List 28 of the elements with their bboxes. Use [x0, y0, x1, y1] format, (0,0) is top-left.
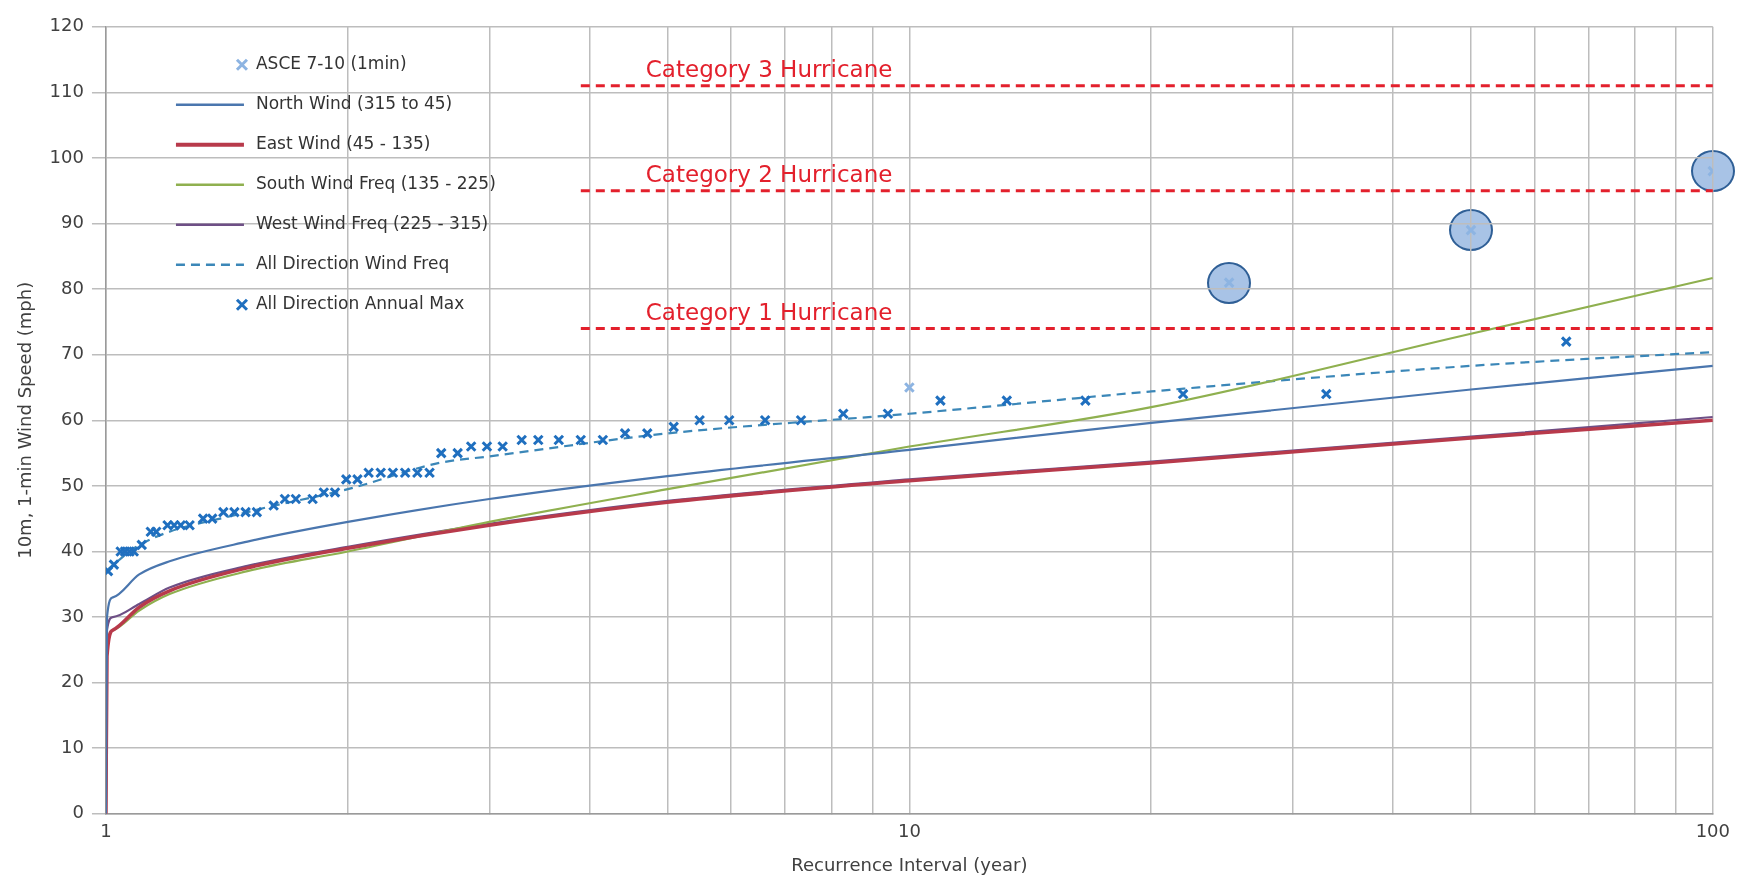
ref-line-label: Category 3 Hurricane — [645, 56, 893, 83]
legend-label: All Direction Annual Max — [255, 293, 465, 314]
x-tick-label: 1 — [100, 820, 112, 842]
legend-label: All Direction Wind Freq — [255, 253, 450, 274]
y-tick-label: 10 — [61, 735, 84, 757]
x-axis-title: Recurrence Interval (year) — [791, 853, 1028, 875]
ref-line-label: Category 1 Hurricane — [645, 298, 893, 325]
y-tick-label: 120 — [49, 14, 84, 36]
legend-label: East Wind (45 - 135) — [255, 133, 431, 154]
y-tick-label: 30 — [61, 604, 84, 626]
legend-label: South Wind Freq (135 - 225) — [255, 173, 496, 194]
y-tick-label: 90 — [61, 211, 84, 233]
x-tick-label: 100 — [1695, 820, 1730, 842]
x-tick-label: 10 — [897, 820, 921, 842]
y-tick-label: 100 — [49, 145, 84, 167]
legend-label: North Wind (315 to 45) — [255, 93, 453, 114]
y-tick-label: 20 — [61, 670, 84, 692]
y-tick-label: 70 — [61, 342, 84, 364]
y-tick-label: 80 — [61, 276, 84, 298]
y-tick-label: 110 — [49, 80, 84, 102]
ref-line-label: Category 2 Hurricane — [645, 161, 893, 188]
y-tick-label: 0 — [72, 801, 84, 823]
legend-label: West Wind Freq (225 - 315) — [255, 213, 489, 234]
legend-label: ASCE 7-10 (1min) — [255, 53, 407, 74]
y-tick-label: 60 — [61, 407, 84, 429]
y-tick-label: 40 — [61, 539, 84, 561]
y-tick-label: 50 — [61, 473, 84, 495]
y-axis-title: 10m, 1-min Wind Speed (mph) — [14, 281, 36, 559]
